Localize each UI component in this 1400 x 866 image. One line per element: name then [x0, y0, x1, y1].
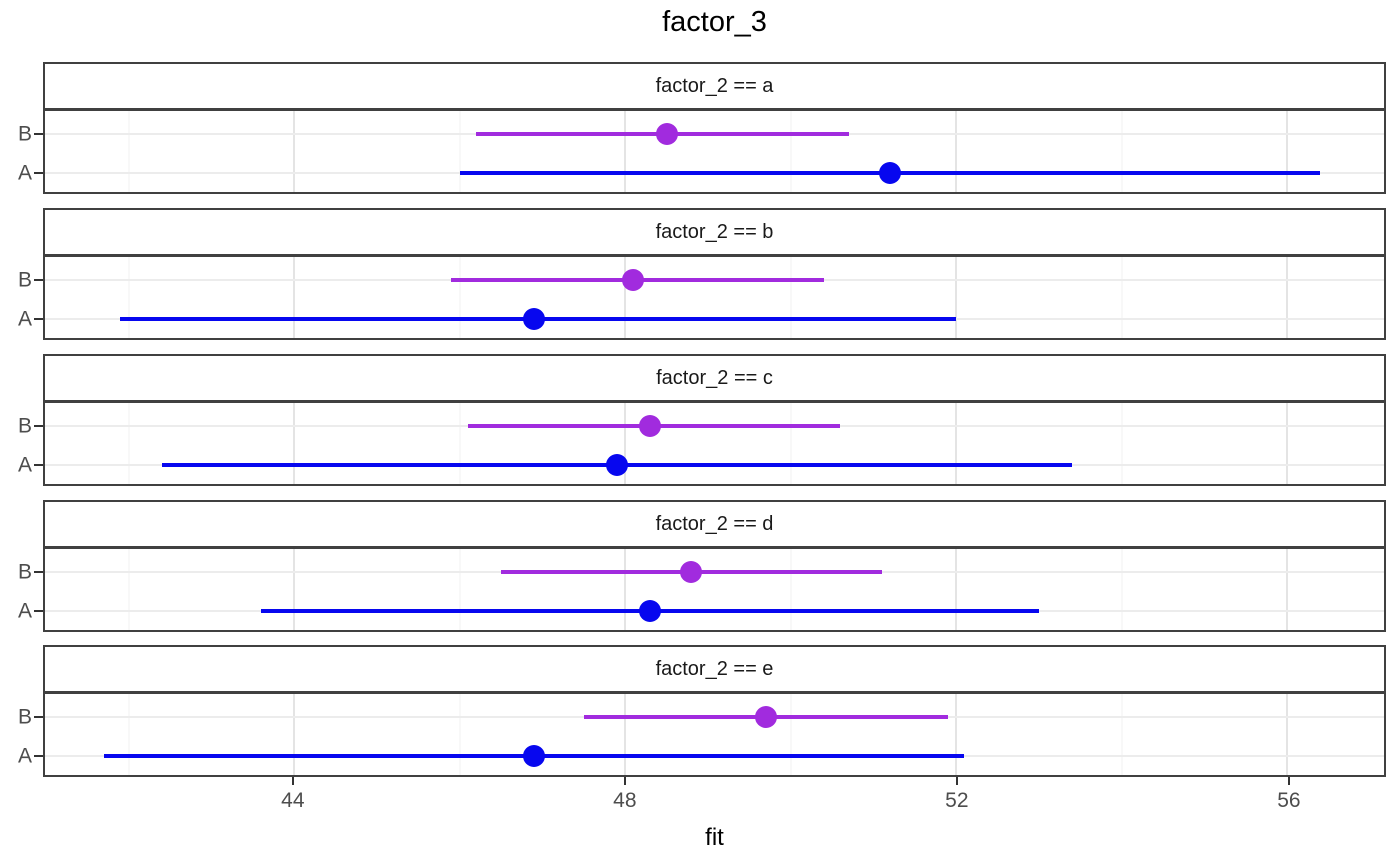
- y-axis-label: B: [17, 560, 32, 584]
- y-axis-label: A: [17, 453, 32, 477]
- x-axis-tick-label: 56: [1277, 789, 1301, 812]
- facet-strip-label: factor_2 == e: [655, 657, 774, 680]
- facet-strip: factor_2 == b: [43, 208, 1386, 254]
- y-axis-label: B: [17, 705, 32, 729]
- facet-strip: factor_2 == e: [43, 645, 1386, 691]
- y-axis-tick: [34, 279, 43, 281]
- major-gridline: [624, 549, 627, 630]
- major-gridline: [624, 403, 627, 484]
- minor-gridline: [128, 257, 130, 338]
- point-estimate-b: [655, 123, 678, 145]
- minor-gridline: [128, 549, 130, 630]
- facet-strip: factor_2 == d: [43, 500, 1386, 546]
- y-axis-label: A: [17, 599, 32, 623]
- point-estimate-a: [878, 162, 901, 184]
- minor-gridline: [1121, 403, 1123, 484]
- point-estimate-b: [638, 415, 661, 437]
- x-axis-tick: [1287, 777, 1290, 785]
- minor-gridline: [128, 403, 130, 484]
- minor-gridline: [1121, 111, 1123, 192]
- y-axis-label: B: [17, 268, 32, 292]
- minor-gridline: [459, 257, 461, 338]
- facet-strip-label: factor_2 == a: [655, 74, 774, 97]
- y-axis-tick: [34, 172, 43, 174]
- major-gridline: [1286, 257, 1289, 338]
- major-gridline: [293, 694, 296, 775]
- y-axis-label: A: [17, 744, 32, 768]
- point-estimate-a: [523, 745, 546, 767]
- facet-strip: factor_2 == c: [43, 354, 1386, 400]
- y-axis-label: A: [17, 161, 32, 185]
- minor-gridline: [790, 111, 792, 192]
- major-gridline: [955, 403, 958, 484]
- major-gridline: [293, 403, 296, 484]
- point-estimate-a: [523, 308, 546, 330]
- x-axis-tick-label: 48: [613, 789, 637, 812]
- facet-strip-label: factor_2 == d: [655, 512, 774, 535]
- y-axis-label: B: [17, 122, 32, 146]
- y-axis-tick: [34, 716, 43, 718]
- major-gridline: [1286, 549, 1289, 630]
- x-axis-tick: [291, 777, 294, 785]
- y-axis-tick: [34, 464, 43, 466]
- x-axis-tick-label: 52: [945, 789, 969, 812]
- minor-gridline: [790, 403, 792, 484]
- point-estimate-b: [622, 269, 645, 291]
- minor-gridline: [790, 257, 792, 338]
- major-gridline: [293, 549, 296, 630]
- y-axis-tick: [34, 610, 43, 612]
- major-gridline: [955, 694, 958, 775]
- point-estimate-a: [638, 600, 661, 622]
- y-axis-label: A: [17, 307, 32, 331]
- minor-gridline: [459, 549, 461, 630]
- point-estimate-a: [605, 454, 628, 476]
- x-axis-tick-label: 44: [281, 789, 305, 812]
- major-gridline: [1286, 694, 1289, 775]
- point-estimate-b: [680, 561, 703, 583]
- minor-gridline: [1121, 549, 1123, 630]
- minor-gridline: [1121, 694, 1123, 775]
- facet-strip-label: factor_2 == c: [656, 366, 773, 389]
- minor-gridline: [790, 694, 792, 775]
- y-axis-tick: [34, 571, 43, 573]
- x-axis: 44 48 52 56: [43, 777, 1386, 837]
- plot-title: factor_3: [662, 6, 767, 38]
- facet-strip: factor_2 == a: [43, 62, 1386, 108]
- facet-strip-label: factor_2 == b: [655, 220, 774, 243]
- major-gridline: [955, 257, 958, 338]
- x-axis-tick: [623, 777, 626, 785]
- major-gridline: [1286, 111, 1289, 192]
- x-axis-title: fit: [705, 824, 724, 851]
- major-gridline: [624, 111, 627, 192]
- major-gridline: [293, 111, 296, 192]
- major-gridline: [955, 549, 958, 630]
- y-axis-tick: [34, 318, 43, 320]
- minor-gridline: [790, 549, 792, 630]
- minor-gridline: [128, 694, 130, 775]
- point-estimate-b: [754, 706, 777, 728]
- major-gridline: [955, 111, 958, 192]
- y-axis-tick: [34, 755, 43, 757]
- minor-gridline: [459, 694, 461, 775]
- y-axis-tick: [34, 133, 43, 135]
- minor-gridline: [128, 111, 130, 192]
- minor-gridline: [1121, 257, 1123, 338]
- minor-gridline: [459, 111, 461, 192]
- major-gridline: [293, 257, 296, 338]
- y-axis-label: B: [17, 414, 32, 438]
- minor-gridline: [459, 403, 461, 484]
- major-gridline: [1286, 403, 1289, 484]
- x-axis-tick: [955, 777, 958, 785]
- major-gridline: [624, 257, 627, 338]
- major-gridline: [624, 694, 627, 775]
- y-axis-tick: [34, 425, 43, 427]
